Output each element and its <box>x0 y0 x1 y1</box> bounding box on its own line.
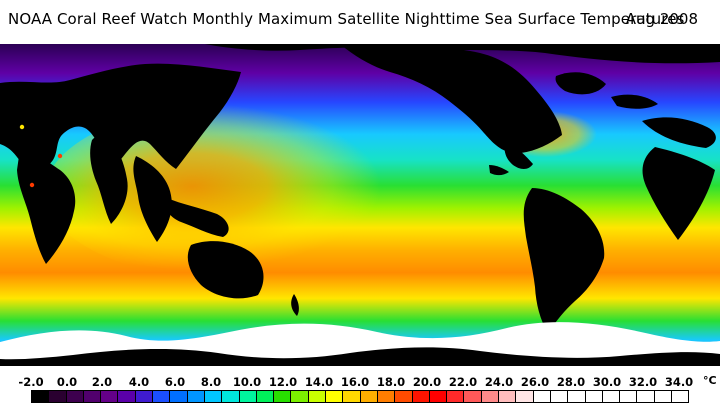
color-swatch <box>49 391 67 402</box>
color-swatch <box>620 391 638 402</box>
sea-surface-temperature-map <box>0 44 720 366</box>
temperature-legend: -2.0 0.0 2.0 4.0 6.0 8.0 10.0 12.0 14.0 … <box>0 366 720 411</box>
color-swatch <box>291 391 309 402</box>
arabian-sea-warm-spot <box>29 182 35 188</box>
temperature-color-scale <box>31 390 689 403</box>
color-swatch <box>66 391 84 402</box>
color-swatch <box>326 391 344 402</box>
iceland-region <box>611 94 658 109</box>
legend-label: 8.0 <box>200 375 222 389</box>
north-america-landmass <box>340 44 562 154</box>
antarctica-land <box>0 347 720 366</box>
legend-label: 2.0 <box>91 375 113 389</box>
color-swatch <box>343 391 361 402</box>
legend-label: 20.0 <box>412 375 442 389</box>
map-period: Aug 2008 <box>625 10 698 28</box>
south-america-landmass <box>523 188 605 333</box>
legend-label: 30.0 <box>592 375 622 389</box>
color-swatch <box>308 391 327 402</box>
color-swatch <box>135 391 154 402</box>
color-swatch <box>239 391 257 402</box>
color-swatch <box>83 391 102 402</box>
color-swatch <box>222 391 240 402</box>
color-swatch <box>256 391 275 402</box>
pacific-warm-pool <box>45 100 465 284</box>
color-swatch <box>464 391 482 402</box>
europe-landmass <box>642 117 716 148</box>
eurasia-africa-landmass <box>0 63 241 171</box>
legend-label: 22.0 <box>448 375 478 389</box>
map-svg <box>0 44 720 366</box>
legend-label: 32.0 <box>628 375 658 389</box>
color-swatch <box>101 391 119 402</box>
indonesia-islands <box>165 198 229 237</box>
color-swatch <box>32 391 50 402</box>
greenland-landmass <box>555 72 606 95</box>
color-swatch <box>412 391 430 402</box>
legend-label: 0.0 <box>56 375 78 389</box>
legend-label: 28.0 <box>556 375 586 389</box>
atlantic-warm-area <box>368 90 628 206</box>
legend-label: 16.0 <box>340 375 370 389</box>
map-title: NOAA Coral Reef Watch Monthly Maximum Sa… <box>8 10 685 28</box>
legend-label: 34.0 <box>664 375 694 389</box>
legend-label: 6.0 <box>164 375 186 389</box>
color-swatch <box>447 391 465 402</box>
color-swatch <box>377 391 396 402</box>
color-swatch <box>395 391 413 402</box>
color-swatch <box>153 391 171 402</box>
color-swatch <box>360 391 378 402</box>
color-swatch <box>654 391 672 402</box>
caribbean-islands <box>489 165 509 176</box>
legend-label: 24.0 <box>484 375 514 389</box>
legend-label: 26.0 <box>520 375 550 389</box>
color-swatch <box>118 391 136 402</box>
color-swatch <box>170 391 188 402</box>
africa-east-landmass <box>642 147 715 240</box>
legend-label: 18.0 <box>376 375 406 389</box>
australia-landmass <box>187 241 264 299</box>
color-swatch <box>533 391 551 402</box>
africa-landmass <box>17 149 76 264</box>
color-swatch <box>550 391 569 402</box>
indian-subcontinent <box>90 132 128 224</box>
color-swatch <box>568 391 586 402</box>
legend-label: -2.0 <box>18 375 44 389</box>
red-sea-warm-spot <box>19 124 25 130</box>
color-swatch <box>602 391 621 402</box>
color-swatch <box>637 391 655 402</box>
legend-label: 14.0 <box>304 375 334 389</box>
color-swatch <box>187 391 205 402</box>
gulf-warm-spot <box>57 153 63 159</box>
color-swatch <box>671 391 689 402</box>
color-swatch <box>204 391 223 402</box>
title-bar: NOAA Coral Reef Watch Monthly Maximum Sa… <box>0 0 720 44</box>
color-swatch <box>481 391 500 402</box>
color-swatch <box>274 391 292 402</box>
color-swatch <box>585 391 603 402</box>
legend-labels: -2.0 0.0 2.0 4.0 6.0 8.0 10.0 12.0 14.0 … <box>0 375 720 393</box>
central-america-landmass <box>504 141 533 169</box>
legend-label: 10.0 <box>232 375 262 389</box>
color-swatch <box>516 391 534 402</box>
color-swatch <box>499 391 517 402</box>
new-zealand <box>291 294 299 316</box>
temperature-unit: °C <box>703 374 717 387</box>
arctic-land <box>0 44 720 64</box>
color-swatch <box>429 391 448 402</box>
legend-label: 4.0 <box>128 375 150 389</box>
legend-label: 12.0 <box>268 375 298 389</box>
southeast-asia-landmass <box>133 156 172 242</box>
